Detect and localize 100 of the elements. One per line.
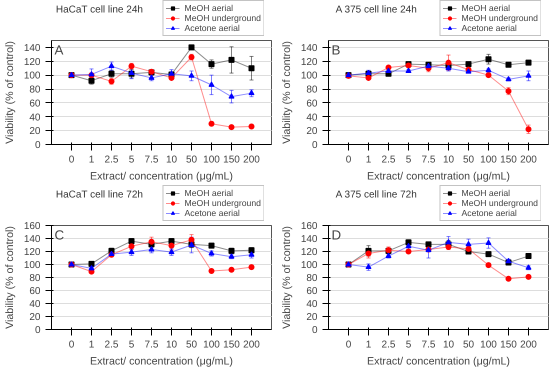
x-tick-label: 7.5	[144, 340, 159, 350]
x-tick-label: 100	[480, 154, 498, 166]
y-tick-label: 80	[306, 273, 318, 284]
x-tick-label: 2.5	[382, 154, 396, 166]
x-tick-label: 5	[128, 340, 135, 350]
y-tick-label: 40	[306, 112, 318, 124]
x-tick-label: 150	[223, 340, 240, 350]
x-tick-label: 150	[223, 154, 240, 166]
legend-label: MeOH underground	[461, 13, 538, 23]
x-tick-label: 50	[462, 340, 474, 350]
x-tick-label: 200	[520, 340, 538, 350]
chart-title: A 375 cell line 72h	[336, 190, 417, 200]
x-tick-label: 150	[500, 154, 518, 166]
x-axis-title: Extract/ concentration (μg/mL)	[367, 356, 510, 368]
legend-label: MeOH aerial	[461, 3, 510, 13]
y-tick-label: 140	[300, 42, 318, 54]
y-axis-title: Viability (% of control)	[4, 41, 16, 144]
y-tick-label: 20	[29, 126, 41, 138]
y-tick-label: 120	[300, 247, 318, 258]
y-tick-label: 20	[29, 312, 41, 323]
y-tick-label: 100	[300, 260, 318, 271]
chart-title: A 375 cell line 24h	[336, 4, 417, 16]
x-tick-label: 10	[442, 154, 454, 166]
x-tick-label: 50	[186, 340, 198, 350]
x-tick-label: 7.5	[422, 340, 436, 350]
x-tick-label: 200	[243, 154, 260, 166]
y-axis-title: Viability (% of control)	[4, 226, 16, 329]
y-tick-label: 60	[306, 98, 318, 110]
y-tick-label: 0	[312, 140, 318, 151]
x-tick-label: 1	[366, 340, 372, 350]
y-tick-label: 0	[34, 325, 41, 336]
y-tick-label: 80	[306, 84, 318, 96]
annotation: D	[332, 228, 342, 242]
x-tick-label: 50	[462, 154, 474, 166]
y-tick-label: 20	[306, 312, 318, 323]
x-tick-label: 2.5	[104, 340, 119, 350]
annotation: C	[54, 228, 64, 242]
y-tick-label: 120	[300, 56, 318, 68]
x-tick-label: 100	[203, 340, 220, 350]
x-tick-label: 10	[166, 154, 178, 166]
y-tick-label: 160	[300, 221, 318, 232]
x-tick-label: 1	[88, 340, 95, 350]
x-axis-title: Extract/ concentration (μg/mL)	[367, 170, 510, 182]
legend-label: MeOH aerial	[184, 3, 234, 13]
x-tick-label: 0	[68, 340, 75, 350]
y-tick-label: 100	[300, 70, 318, 82]
y-tick-label: 60	[306, 286, 318, 297]
legend-label: MeOH underground	[184, 198, 261, 208]
y-tick-label: 120	[24, 247, 41, 258]
x-tick-label: 1	[88, 154, 95, 166]
y-tick-label: 40	[29, 299, 41, 310]
y-tick-label: 40	[29, 112, 41, 124]
y-tick-label: 80	[29, 84, 41, 96]
x-tick-label: 7.5	[422, 154, 436, 166]
y-tick-label: 40	[306, 299, 318, 310]
legend-label: Acetone aerial	[184, 208, 240, 218]
y-tick-label: 60	[29, 286, 41, 297]
x-tick-label: 1	[366, 154, 372, 166]
y-tick-label: 120	[24, 56, 41, 68]
chart-title: HaCaT cell line 72h	[56, 190, 143, 200]
x-tick-label: 0	[346, 340, 352, 350]
annotation: B	[332, 42, 340, 58]
y-tick-label: 100	[24, 70, 41, 82]
y-tick-label: 140	[300, 234, 318, 245]
x-tick-label: 10	[442, 340, 454, 350]
legend-label: MeOH underground	[184, 13, 261, 23]
y-tick-label: 0	[312, 325, 318, 336]
legend-label: Acetone aerial	[461, 23, 517, 33]
legend-label: MeOH underground	[461, 198, 538, 208]
x-tick-label: 100	[203, 154, 220, 166]
x-axis-title: Extract/ concentration (μg/mL)	[90, 170, 233, 182]
x-tick-label: 50	[186, 154, 198, 166]
x-tick-label: 0	[68, 154, 75, 166]
legend-label: Acetone aerial	[461, 208, 517, 218]
x-tick-label: 2.5	[382, 340, 396, 350]
y-tick-label: 140	[24, 42, 41, 54]
x-tick-label: 200	[243, 340, 260, 350]
x-tick-label: 150	[500, 340, 518, 350]
y-tick-label: 60	[29, 98, 41, 110]
legend-label: MeOH aerial	[461, 188, 510, 198]
x-tick-label: 5	[406, 340, 412, 350]
y-tick-label: 140	[24, 234, 41, 245]
y-tick-label: 80	[29, 273, 41, 284]
x-tick-label: 5	[406, 154, 412, 166]
x-tick-label: 7.5	[144, 154, 159, 166]
chart-title: HaCaT cell line 24h	[56, 4, 143, 16]
legend-label: MeOH aerial	[184, 188, 234, 198]
x-tick-label: 0	[346, 154, 352, 166]
y-axis-title: Viability (% of control)	[280, 41, 293, 144]
x-tick-label: 200	[520, 154, 538, 166]
x-tick-label: 10	[166, 340, 178, 350]
x-tick-label: 5	[128, 154, 135, 166]
y-axis-title: Viability (% of control)	[280, 226, 293, 329]
legend-label: Acetone aerial	[184, 23, 240, 33]
y-tick-label: 100	[24, 260, 41, 271]
y-tick-label: 20	[306, 126, 318, 138]
y-tick-label: 0	[34, 140, 41, 151]
x-tick-label: 100	[480, 340, 498, 350]
annotation: A	[54, 42, 64, 58]
x-tick-label: 2.5	[104, 154, 119, 166]
